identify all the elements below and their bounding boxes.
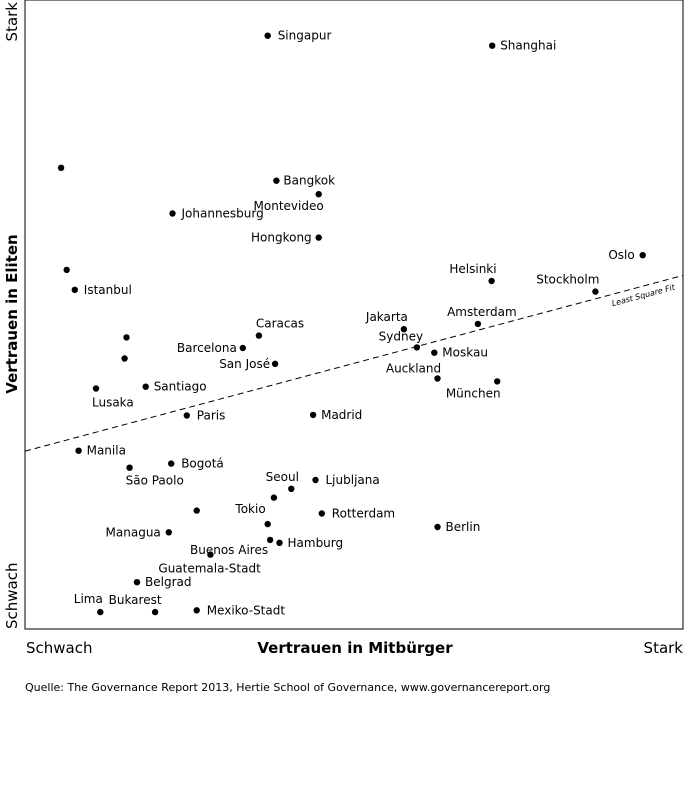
- point-label: Guatemala-Stadt: [158, 562, 261, 576]
- data-point: [126, 464, 133, 471]
- point-label: Belgrad: [145, 575, 191, 589]
- point-label: Hongkong: [251, 231, 312, 245]
- data-point: [413, 344, 421, 351]
- x-axis-high-label: Stark: [644, 639, 684, 657]
- point-label: Buenos Aires: [190, 543, 268, 557]
- point-label: Berlin: [446, 520, 481, 534]
- source-note: Quelle: The Governance Report 2013, Hert…: [25, 681, 551, 694]
- data-point: [312, 476, 319, 484]
- data-point: [97, 608, 104, 616]
- point-label: Barcelona: [177, 341, 237, 355]
- y-axis-low-label: Schwach: [3, 563, 21, 630]
- y-axis-high-label: Stark: [3, 2, 21, 42]
- point-label: Amsterdam: [447, 305, 517, 319]
- point-label: Caracas: [256, 317, 304, 331]
- data-point: [57, 164, 65, 171]
- data-point: [142, 383, 149, 390]
- data-point: [151, 608, 159, 616]
- data-point: [434, 375, 441, 382]
- data-point: [315, 191, 322, 198]
- data-point: [273, 177, 280, 184]
- data-point: [123, 334, 130, 341]
- trendline: [24, 274, 684, 452]
- data-point: [318, 510, 325, 517]
- point-label: Moskau: [442, 346, 488, 360]
- y-axis-title: Vertrauen in Eliten: [3, 234, 21, 393]
- data-point: [169, 210, 176, 217]
- point-label: São Paolo: [126, 474, 184, 488]
- data-point: [315, 234, 322, 241]
- point-label: San José: [219, 357, 270, 371]
- point-label: Helsinki: [449, 262, 496, 276]
- point-label: Managua: [106, 525, 161, 539]
- data-point: [71, 286, 79, 293]
- point-label: Bangkok: [283, 174, 335, 188]
- data-point: [276, 539, 283, 546]
- point-label: Manila: [87, 444, 126, 458]
- data-point: [239, 344, 246, 352]
- point-label: Auckland: [386, 362, 441, 376]
- point-label: Ljubljana: [326, 473, 380, 487]
- plot-frame: [24, 0, 684, 630]
- data-point: [431, 349, 438, 356]
- data-point: [400, 326, 408, 333]
- point-label: Hamburg: [288, 536, 344, 550]
- point-label: Jakarta: [365, 310, 408, 324]
- data-point: [168, 460, 175, 467]
- data-point: [207, 551, 214, 558]
- point-label: Montevideo: [254, 199, 324, 213]
- data-point: [270, 494, 278, 501]
- data-point: [271, 360, 279, 367]
- data-point: [488, 277, 495, 285]
- data-point: [183, 412, 190, 419]
- data-point: [288, 485, 295, 492]
- point-label: Oslo: [608, 248, 634, 262]
- data-point: [494, 378, 501, 385]
- data-point: [264, 520, 271, 528]
- point-label: Johannesburg: [181, 207, 264, 221]
- x-axis-low-label: Schwach: [26, 639, 93, 657]
- point-label: Lima: [74, 592, 103, 606]
- data-point: [193, 607, 200, 614]
- x-axis-title: Vertrauen in Mitbürger: [257, 639, 453, 657]
- point-label: Seoul: [266, 470, 299, 484]
- data-point: [92, 385, 100, 392]
- point-label: Tokio: [234, 502, 265, 516]
- data-point: [63, 266, 70, 274]
- point-label: Paris: [197, 409, 226, 423]
- point-label: Singapur: [278, 29, 332, 43]
- point-label: München: [446, 386, 501, 400]
- point-label: Mexiko-Stadt: [207, 603, 286, 617]
- data-point: [474, 320, 482, 328]
- data-point: [592, 288, 599, 295]
- point-label: Bukarest: [109, 593, 162, 607]
- data-point: [133, 579, 141, 586]
- data-point: [264, 32, 271, 39]
- data-point: [489, 42, 496, 49]
- point-label: Shanghai: [500, 39, 556, 53]
- point-label: Rotterdam: [332, 507, 395, 521]
- point-label: Istanbul: [84, 283, 132, 297]
- point-label: Bogotá: [181, 457, 224, 471]
- point-label: Madrid: [321, 408, 362, 422]
- data-point: [121, 355, 128, 362]
- point-label: Sydney: [379, 329, 423, 343]
- data-point: [193, 507, 200, 514]
- data-point: [165, 529, 172, 536]
- data-point: [266, 536, 274, 544]
- data-point: [255, 332, 263, 339]
- data-point: [309, 411, 317, 419]
- point-label: Stockholm: [536, 273, 599, 287]
- data-point: [75, 447, 82, 454]
- point-label: Lusaka: [92, 396, 134, 410]
- data-point: [639, 252, 646, 259]
- point-label: Santiago: [154, 380, 207, 394]
- data-point: [434, 523, 441, 531]
